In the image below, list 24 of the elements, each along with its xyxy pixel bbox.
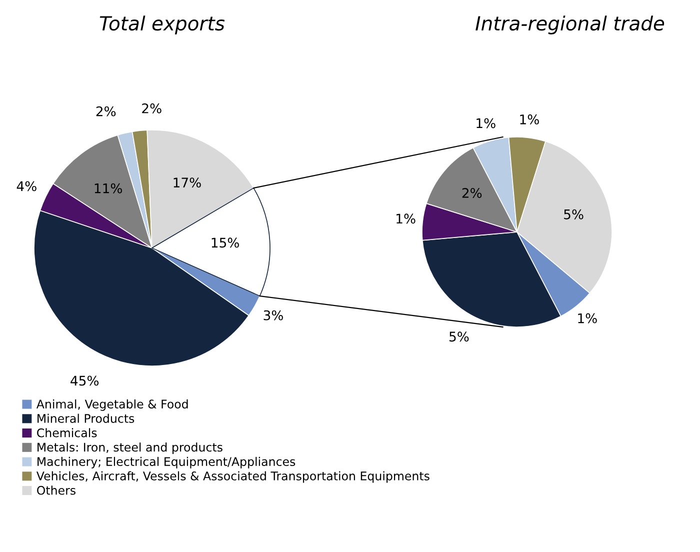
data-label: 5%	[450, 332, 469, 342]
data-label: 2%	[96, 106, 116, 116]
data-label: 4%	[16, 181, 36, 192]
chart-title: Intra-regional trade	[476, 16, 664, 34]
legend-label: Machinery; Electrical Equipment/Appliances	[38, 456, 296, 468]
legend-label: Vehicles, Aircraft, Vessels & Associated Transportation Equipments	[36, 471, 430, 483]
data-label: 3%	[264, 310, 283, 320]
legend-label: Others	[37, 486, 76, 495]
data-label: 45%	[70, 376, 99, 386]
data-label: 5%	[564, 209, 584, 220]
chart-title: Total exports	[100, 16, 225, 34]
legend-label: Mineral Products	[38, 414, 134, 423]
data-label: 1%	[578, 313, 597, 324]
legend-label: Metals: Iron, steel and products	[38, 442, 222, 454]
data-label: 1%	[476, 118, 496, 128]
legend-label: Chemicals	[37, 428, 97, 438]
data-label: 17%	[174, 178, 201, 188]
legend-label: Animal, Vegetable & Food	[36, 399, 188, 411]
data-label: 15%	[212, 238, 239, 248]
data-label: 2%	[142, 103, 162, 114]
data-label: 2%	[462, 188, 482, 198]
data-label: 1%	[396, 214, 416, 224]
data-label: 11%	[94, 183, 122, 194]
data-label: 1%	[520, 114, 539, 124]
